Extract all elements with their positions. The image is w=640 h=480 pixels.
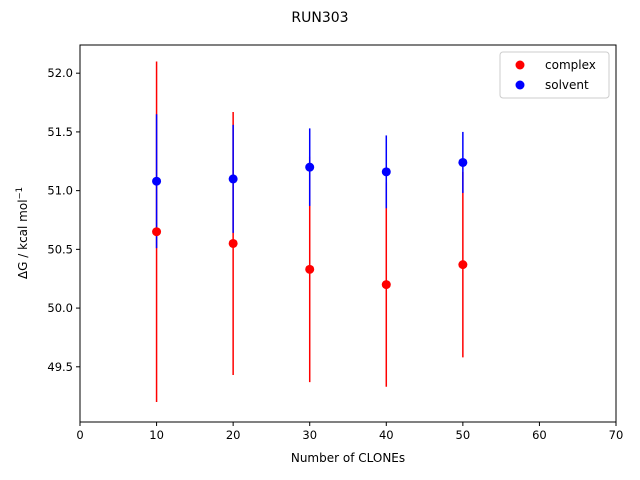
data-point-solvent-2: [305, 162, 315, 172]
legend-label-complex: complex: [545, 58, 596, 72]
data-point-solvent-3: [381, 167, 391, 177]
x-tick-label: 20: [226, 428, 241, 442]
y-tick-label: 50.5: [47, 242, 73, 256]
data-point-complex-4: [458, 260, 468, 270]
x-tick-label: 30: [302, 428, 317, 442]
legend: complex solvent: [499, 51, 610, 99]
x-tick-label: 0: [76, 428, 83, 442]
y-tick-label: 52.0: [47, 66, 73, 80]
y-tick-label: 49.5: [47, 360, 73, 374]
data-point-complex-1: [228, 238, 238, 248]
y-tick-label: 51.0: [47, 184, 73, 198]
y-axis-label-base: ΔG / kcal mol: [16, 199, 30, 279]
x-tick-label: 40: [379, 428, 394, 442]
plot-area: 0 10 20 30 40 50 60 70 49.5 50.0 50.5 51.0 51.5 52.0: [47, 44, 624, 442]
legend-label-solvent: solvent: [545, 78, 589, 92]
data-point-complex-2: [305, 264, 315, 274]
data-point-solvent-1: [228, 174, 238, 184]
data-point-solvent-0: [152, 176, 162, 186]
x-tick-label: 10: [149, 428, 164, 442]
chart-title: RUN303: [291, 10, 348, 26]
y-axis-label-superscript: −1: [15, 187, 25, 200]
legend-marker-complex: [515, 60, 525, 70]
y-axis-label: ΔG / kcal mol−1: [15, 187, 30, 279]
x-tick-label: 60: [532, 428, 547, 442]
legend-marker-solvent: [515, 80, 525, 90]
data-point-complex-0: [152, 227, 162, 237]
y-tick-label: 50.0: [47, 301, 73, 315]
axes-frame: [79, 44, 617, 423]
x-tick-label: 70: [609, 428, 624, 442]
x-tick-label: 50: [456, 428, 471, 442]
y-tick-label: 51.5: [47, 125, 73, 139]
legend-box: [499, 51, 610, 99]
data-point-solvent-4: [458, 157, 468, 167]
data-point-complex-3: [381, 280, 391, 290]
x-axis-label: Number of CLONEs: [291, 451, 405, 465]
